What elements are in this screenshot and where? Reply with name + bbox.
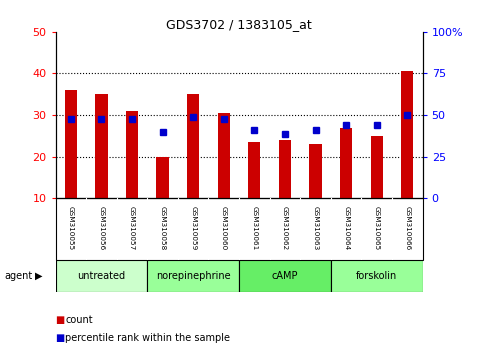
Text: GSM310058: GSM310058 bbox=[159, 206, 166, 250]
Bar bbox=[187, 94, 199, 198]
Text: ■: ■ bbox=[56, 333, 65, 343]
Text: GSM310060: GSM310060 bbox=[221, 206, 227, 250]
Bar bbox=[401, 72, 413, 198]
Text: GSM310059: GSM310059 bbox=[190, 206, 196, 250]
Text: GSM310055: GSM310055 bbox=[68, 206, 74, 250]
Bar bbox=[340, 127, 352, 198]
Bar bbox=[156, 156, 169, 198]
Bar bbox=[279, 140, 291, 198]
Text: GSM310063: GSM310063 bbox=[313, 206, 319, 250]
Bar bbox=[331, 260, 423, 292]
Text: GSM310061: GSM310061 bbox=[251, 206, 257, 250]
Text: percentile rank within the sample: percentile rank within the sample bbox=[65, 333, 230, 343]
Bar bbox=[147, 260, 239, 292]
Text: cAMP: cAMP bbox=[272, 271, 298, 281]
Text: GSM310066: GSM310066 bbox=[404, 206, 411, 250]
Text: norepinephrine: norepinephrine bbox=[156, 271, 230, 281]
Bar bbox=[370, 136, 383, 198]
Bar bbox=[56, 260, 147, 292]
Bar bbox=[218, 113, 230, 198]
Text: GSM310065: GSM310065 bbox=[374, 206, 380, 250]
Text: GSM310057: GSM310057 bbox=[129, 206, 135, 250]
Bar bbox=[239, 260, 331, 292]
Title: GDS3702 / 1383105_at: GDS3702 / 1383105_at bbox=[166, 18, 312, 31]
Bar bbox=[95, 94, 108, 198]
Text: GSM310064: GSM310064 bbox=[343, 206, 349, 250]
Text: GSM310062: GSM310062 bbox=[282, 206, 288, 250]
Text: count: count bbox=[65, 315, 93, 325]
Text: agent: agent bbox=[5, 271, 33, 281]
Bar bbox=[126, 111, 138, 198]
Text: forskolin: forskolin bbox=[356, 271, 398, 281]
Text: ▶: ▶ bbox=[35, 271, 43, 281]
Bar bbox=[65, 90, 77, 198]
Bar bbox=[248, 142, 260, 198]
Text: untreated: untreated bbox=[77, 271, 126, 281]
Text: ■: ■ bbox=[56, 315, 65, 325]
Text: GSM310056: GSM310056 bbox=[99, 206, 104, 250]
Bar bbox=[310, 144, 322, 198]
